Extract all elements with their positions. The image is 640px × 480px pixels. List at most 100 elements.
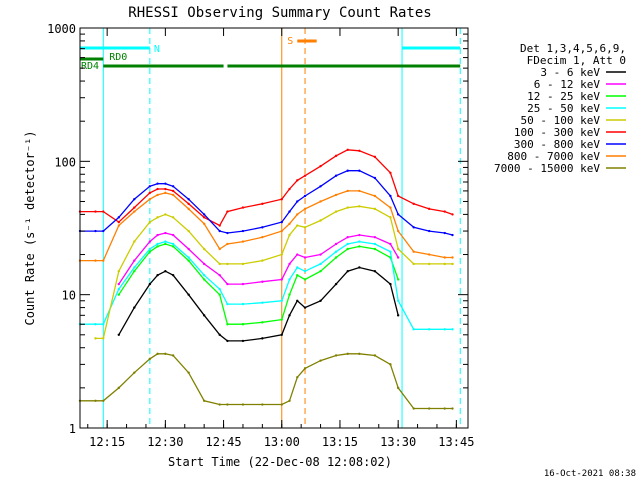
- x-tick-label-2: 12:45: [205, 435, 241, 449]
- data-point-4-29: [451, 262, 454, 266]
- annotation-label-n: N: [154, 44, 160, 55]
- data-point-3-24: [389, 250, 392, 253]
- data-point-4-5: [148, 220, 152, 224]
- data-point-5-27: [428, 207, 431, 211]
- data-point-5-12: [226, 210, 229, 213]
- data-point-2-5: [148, 250, 152, 253]
- data-point-1-6: [156, 233, 159, 237]
- legend-label-3: 25 - 50 keV: [527, 102, 600, 115]
- data-point-5-18: [303, 174, 307, 177]
- data-point-0-19: [319, 299, 322, 302]
- data-point-5-13: [241, 206, 245, 209]
- data-point-6-18: [303, 194, 307, 198]
- data-point-4-12: [226, 262, 229, 266]
- data-point-8-6: [156, 352, 159, 356]
- data-point-8-14: [261, 403, 264, 406]
- data-point-2-8: [171, 245, 175, 248]
- series-line-4: [95, 205, 453, 340]
- x-tick-label-5: 13:30: [380, 435, 416, 449]
- data-point-4-8: [171, 216, 175, 219]
- data-point-1-7: [164, 231, 167, 235]
- data-point-6-1: [94, 229, 97, 233]
- data-point-8-21: [346, 352, 349, 356]
- legend-label-6: 300 - 800 keV: [514, 138, 600, 151]
- data-point-1-18: [303, 256, 307, 259]
- data-point-3-10: [202, 273, 206, 277]
- x-tick-label-1: 12:30: [147, 435, 183, 449]
- data-point-7-22: [358, 189, 361, 193]
- data-point-7-8: [171, 193, 175, 197]
- data-point-6-19: [319, 185, 322, 188]
- data-point-6-24: [389, 194, 392, 198]
- data-point-2-12: [226, 323, 229, 326]
- data-point-4-27: [428, 262, 431, 266]
- data-point-3-12: [226, 302, 229, 306]
- data-point-4-13: [241, 262, 245, 266]
- data-point-2-9: [187, 259, 190, 262]
- data-point-3-21: [346, 242, 349, 246]
- annotation-label-rd4: RD4: [81, 61, 99, 72]
- data-point-4-17: [296, 224, 299, 227]
- data-point-5-20: [334, 154, 338, 158]
- data-point-7-28: [443, 256, 446, 259]
- data-point-7-9: [187, 207, 190, 211]
- data-point-3-16: [288, 278, 291, 281]
- data-point-5-10: [202, 216, 206, 219]
- data-point-8-9: [187, 371, 190, 374]
- data-point-2-19: [319, 269, 322, 273]
- data-point-3-23: [373, 242, 377, 246]
- data-point-8-23: [373, 354, 377, 357]
- data-point-0-20: [334, 282, 338, 286]
- data-point-8-25: [396, 386, 400, 390]
- data-point-7-1: [94, 259, 97, 262]
- data-point-0-25: [396, 314, 400, 317]
- data-point-1-8: [171, 233, 175, 237]
- data-point-8-29: [451, 407, 454, 410]
- data-point-4-11: [218, 262, 221, 266]
- data-point-4-24: [389, 216, 392, 219]
- data-point-3-8: [171, 242, 175, 246]
- data-point-2-3: [117, 293, 121, 296]
- data-point-4-28: [443, 262, 446, 266]
- data-point-4-10: [202, 247, 206, 251]
- data-point-6-12: [226, 231, 229, 235]
- data-point-0-13: [241, 339, 245, 343]
- data-point-8-27: [428, 407, 431, 410]
- data-point-5-29: [451, 213, 454, 216]
- data-point-6-21: [346, 169, 349, 172]
- series-line-1: [118, 232, 399, 285]
- legend-label-4: 50 - 100 keV: [521, 114, 601, 127]
- data-point-4-9: [187, 229, 190, 233]
- data-point-0-12: [226, 339, 229, 343]
- annotation-label-rd0: RD0: [109, 52, 127, 63]
- data-point-5-22: [358, 149, 361, 152]
- data-point-3-15: [280, 299, 283, 302]
- data-point-0-4: [133, 306, 136, 309]
- data-point-1-15: [280, 278, 283, 281]
- data-point-7-11: [218, 247, 221, 251]
- data-point-2-6: [156, 245, 159, 248]
- data-point-6-4: [133, 197, 136, 201]
- data-point-0-11: [218, 333, 221, 337]
- data-point-3-11: [218, 287, 221, 291]
- data-point-3-22: [358, 240, 361, 243]
- data-point-4-18: [303, 226, 307, 229]
- data-point-5-23: [373, 155, 377, 159]
- data-point-4-19: [319, 219, 322, 222]
- data-point-8-20: [334, 354, 338, 357]
- data-point-6-2: [102, 229, 105, 233]
- data-point-6-5: [148, 185, 152, 188]
- data-point-5-11: [218, 224, 221, 227]
- data-point-0-9: [187, 293, 190, 296]
- data-point-1-4: [133, 259, 136, 262]
- data-point-6-14: [261, 226, 264, 229]
- data-point-8-4: [133, 371, 136, 374]
- series-line-7: [80, 190, 453, 262]
- data-point-8-18: [303, 367, 307, 370]
- data-point-4-1: [94, 337, 97, 340]
- data-point-6-11: [218, 229, 221, 233]
- data-point-7-16: [288, 222, 291, 226]
- data-point-8-7: [164, 352, 167, 356]
- data-point-0-17: [296, 299, 299, 302]
- legend: Det 1,3,4,5,6,9,FDecim 1, Att 03 - 6 keV…: [494, 42, 626, 175]
